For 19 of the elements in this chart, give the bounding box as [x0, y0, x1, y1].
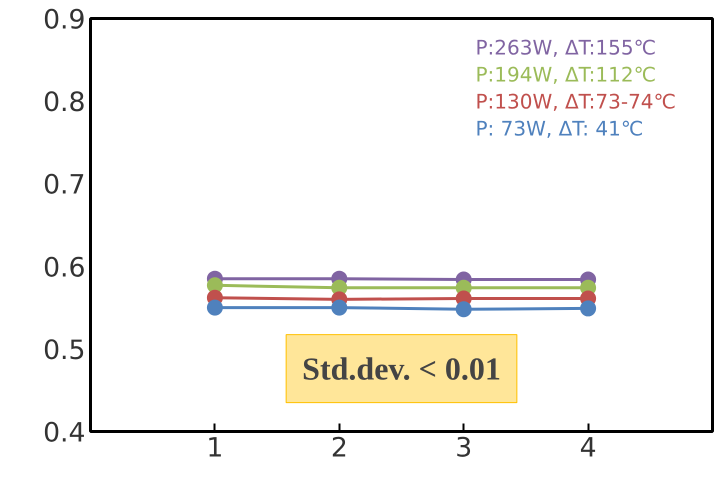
- text: P:130W, ΔT:73-74℃: [476, 90, 676, 114]
- text: P: 73W, ΔT: 41℃: [476, 116, 644, 140]
- y-tick-label: 0.6: [43, 252, 86, 284]
- y-tick-label: 0.5: [43, 334, 86, 366]
- point: [456, 301, 472, 318]
- y-tick-label: 0.8: [43, 87, 86, 118]
- y-tick-label: 0.4: [43, 418, 86, 448]
- y-tick-label: 0.9: [43, 4, 86, 36]
- x-tick-label: 1: [206, 432, 224, 464]
- y-tick-label: 0.7: [43, 170, 86, 201]
- point: [580, 300, 596, 316]
- point: [206, 300, 223, 316]
- point: [331, 300, 348, 316]
- annotation: Std.dev. < 0.01: [302, 350, 501, 387]
- x-tick-label: 4: [580, 432, 597, 464]
- text: P:263W, ΔT:155℃: [476, 36, 656, 60]
- text: P:194W, ΔT:112℃: [476, 62, 656, 86]
- x-tick-label: 2: [330, 432, 348, 464]
- x-tick-label: 3: [455, 432, 472, 464]
